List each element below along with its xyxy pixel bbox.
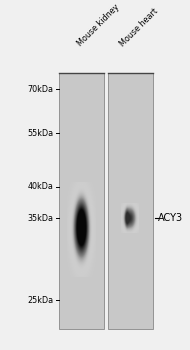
Text: 40kDa: 40kDa	[28, 182, 54, 191]
Bar	[59, 74, 104, 329]
Text: Mouse heart: Mouse heart	[118, 7, 160, 48]
Text: 25kDa: 25kDa	[28, 296, 54, 305]
Text: Mouse kidney: Mouse kidney	[75, 3, 121, 48]
Text: 55kDa: 55kDa	[28, 129, 54, 138]
Text: ACY3: ACY3	[158, 214, 183, 224]
Bar	[108, 74, 153, 329]
Text: 70kDa: 70kDa	[28, 85, 54, 94]
Text: 35kDa: 35kDa	[28, 214, 54, 223]
